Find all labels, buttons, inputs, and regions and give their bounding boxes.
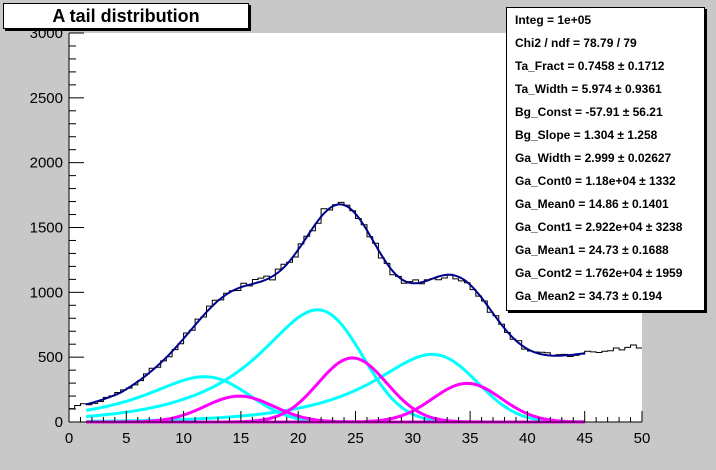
stat-ga-cont2: Ga_Cont2 = 1.762e+04 ± 1959 bbox=[515, 266, 683, 280]
stat-ga-mean2: Ga_Mean2 = 34.73 ± 0.194 bbox=[515, 289, 663, 303]
y-tick-label: 2500 bbox=[30, 90, 63, 107]
x-axis-ticks: 0 5 10 15 20 25 30 35 40 45 50 bbox=[65, 411, 651, 447]
stat-ta-width: Ta_Width = 5.974 ± 0.9361 bbox=[515, 82, 662, 96]
y-axis-ticks: 0 500 1000 1500 2000 2500 3000 bbox=[30, 25, 84, 431]
stat-ga-cont1: Ga_Cont1 = 2.922e+04 ± 3238 bbox=[515, 220, 683, 234]
y-tick-label: 3000 bbox=[30, 25, 63, 42]
x-tick-label: 15 bbox=[233, 430, 250, 447]
y-tick-label: 1000 bbox=[30, 284, 63, 301]
x-tick-label: 45 bbox=[576, 430, 593, 447]
y-tick-label: 1500 bbox=[30, 220, 63, 237]
x-tick-label: 50 bbox=[634, 430, 651, 447]
x-tick-label: 35 bbox=[462, 430, 479, 447]
y-tick-label: 2000 bbox=[30, 155, 63, 172]
x-tick-label: 40 bbox=[519, 430, 536, 447]
x-tick-label: 5 bbox=[122, 430, 130, 447]
total-fit-curve bbox=[85, 203, 585, 406]
stat-ta-fract: Ta_Fract = 0.7458 ± 0.1712 bbox=[515, 59, 665, 73]
stat-ga-cont0: Ga_Cont0 = 1.18e+04 ± 1332 bbox=[515, 174, 676, 188]
stat-integ: Integ = 1e+05 bbox=[515, 13, 592, 27]
stat-ga-mean0: Ga_Mean0 = 14.86 ± 0.1401 bbox=[515, 197, 669, 211]
y-tick-label: 500 bbox=[38, 349, 63, 366]
x-tick-label: 10 bbox=[175, 430, 192, 447]
x-tick-label: 20 bbox=[290, 430, 307, 447]
stat-ga-mean1: Ga_Mean1 = 24.73 ± 0.1688 bbox=[515, 243, 669, 257]
x-tick-label: 25 bbox=[347, 430, 364, 447]
stats-box: Integ = 1e+05 Chi2 / ndf = 78.79 / 79 Ta… bbox=[506, 7, 705, 311]
x-tick-label: 0 bbox=[65, 430, 73, 447]
title-box: A tail distribution bbox=[3, 3, 249, 29]
stat-bg-const: Bg_Const = -57.91 ± 56.21 bbox=[515, 105, 663, 119]
x-tick-label: 30 bbox=[404, 430, 421, 447]
stat-chi2: Chi2 / ndf = 78.79 / 79 bbox=[515, 36, 637, 50]
stat-ga-width: Ga_Width = 2.999 ± 0.02627 bbox=[515, 151, 672, 165]
stat-bg-slope: Bg_Slope = 1.304 ± 1.258 bbox=[515, 128, 658, 142]
y-tick-label: 0 bbox=[55, 414, 63, 431]
chart-title: A tail distribution bbox=[52, 5, 200, 26]
